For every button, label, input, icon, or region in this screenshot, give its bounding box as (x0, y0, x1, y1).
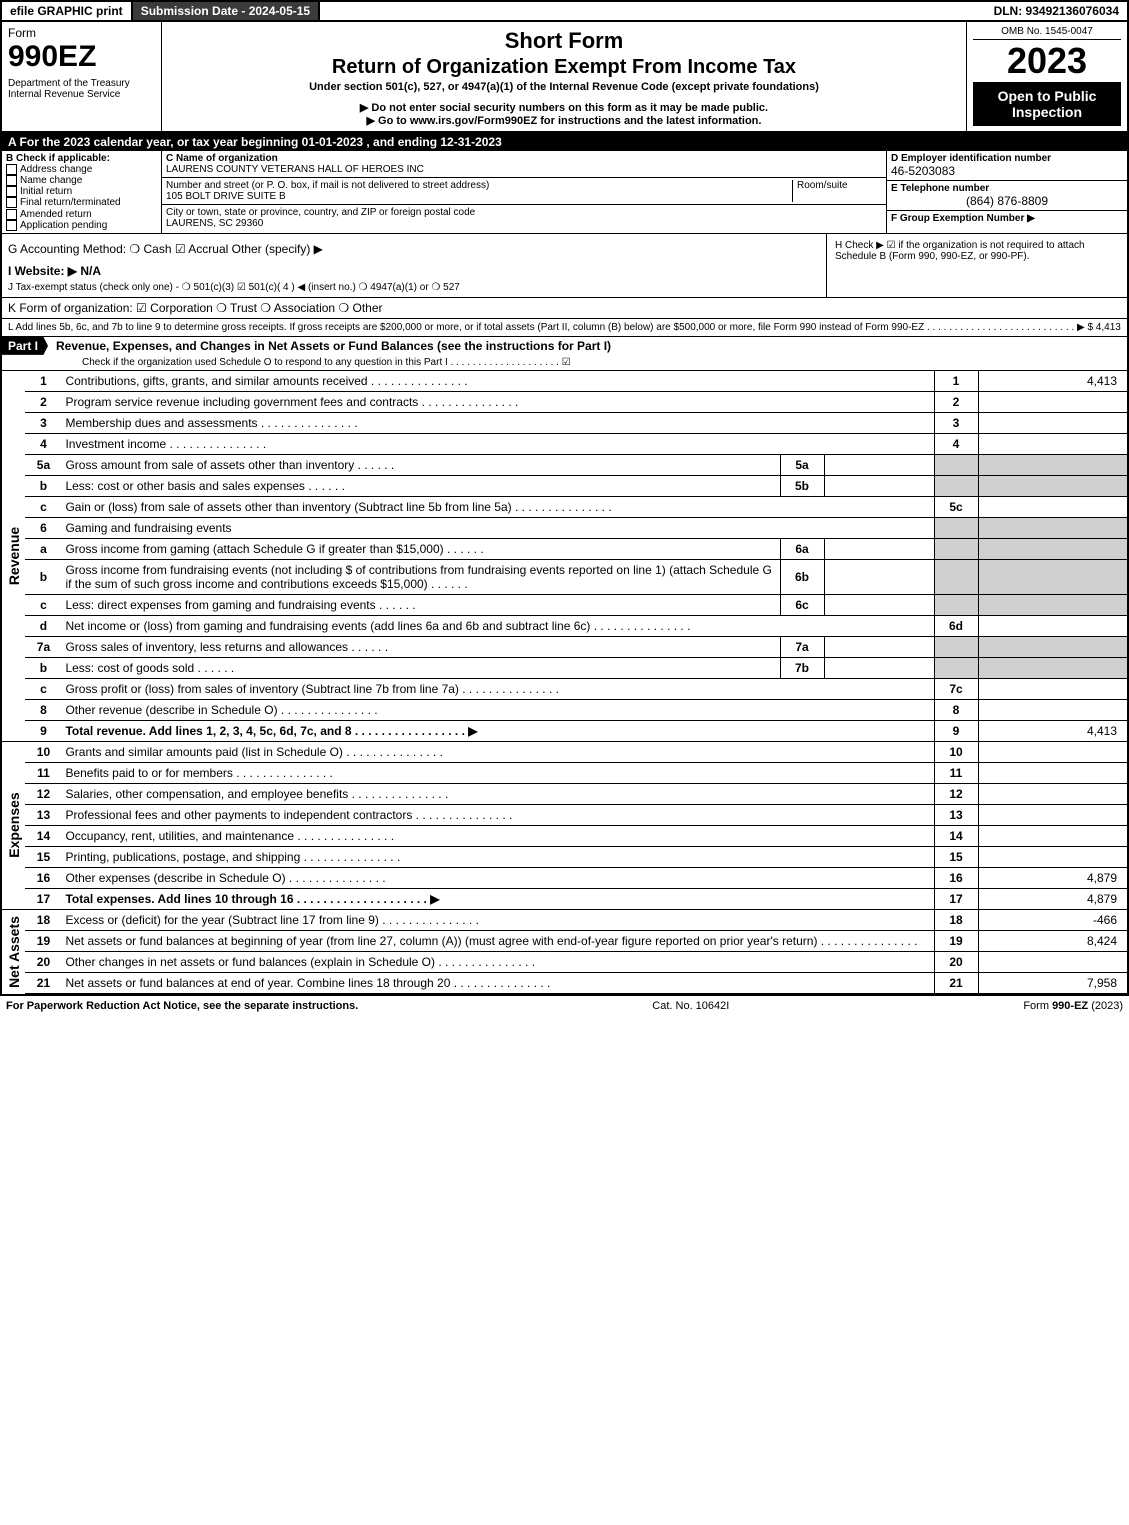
line-11: 11Benefits paid to or for members . . . … (25, 762, 1128, 783)
line-2: 2Program service revenue including gover… (25, 391, 1128, 412)
e-label: E Telephone number (891, 183, 1123, 194)
line-c: cGross profit or (loss) from sales of in… (25, 678, 1128, 699)
ein: 46-5203083 (891, 164, 1123, 178)
phone: (864) 876-8809 (891, 194, 1123, 208)
revenue-side: Revenue (0, 371, 25, 742)
d-label: D Employer identification number (891, 153, 1123, 164)
footer-mid: Cat. No. 10642I (652, 1000, 729, 1012)
ssn-warning: ▶ Do not enter social security numbers o… (168, 101, 960, 114)
line-g: G Accounting Method: ❍ Cash ☑ Accrual Ot… (6, 236, 822, 262)
top-bar: efile GRAPHIC print Submission Date - 20… (0, 0, 1129, 22)
street: 105 BOLT DRIVE SUITE B (166, 191, 792, 202)
checkbox-final-return-terminated[interactable]: Final return/terminated (6, 197, 157, 208)
line-8: 8Other revenue (describe in Schedule O) … (25, 699, 1128, 720)
dept-1: Department of the Treasury (8, 78, 155, 89)
line-17: 17Total expenses. Add lines 10 through 1… (25, 888, 1128, 909)
room-label: Room/suite (792, 180, 882, 202)
short-form-title: Short Form (168, 28, 960, 54)
checkbox-application-pending[interactable]: Application pending (6, 220, 157, 231)
dln: DLN: 93492136076034 (986, 2, 1127, 20)
line-j: J Tax-exempt status (check only one) - ❍… (6, 280, 822, 295)
line-h: H Check ▶ ☑ if the organization is not r… (831, 236, 1123, 266)
f-label: F Group Exemption Number ▶ (891, 213, 1123, 224)
checkbox-name-change[interactable]: Name change (6, 175, 157, 186)
expenses-table: 10Grants and similar amounts paid (list … (25, 742, 1129, 910)
footer-right: Form 990-EZ (2023) (1023, 1000, 1123, 1012)
netassets-table: 18Excess or (deficit) for the year (Subt… (25, 910, 1129, 995)
line-4: 4Investment income . . . . . . . . . . .… (25, 433, 1128, 454)
line-12: 12Salaries, other compensation, and empl… (25, 783, 1128, 804)
form-header: Form 990EZ Department of the Treasury In… (0, 22, 1129, 133)
line-3: 3Membership dues and assessments . . . .… (25, 412, 1128, 433)
efile-label: efile GRAPHIC print (2, 2, 133, 20)
line-6: 6Gaming and fundraising events (25, 517, 1128, 538)
part-1-title: Revenue, Expenses, and Changes in Net As… (56, 339, 611, 353)
line-16: 16Other expenses (describe in Schedule O… (25, 867, 1128, 888)
line-13: 13Professional fees and other payments t… (25, 804, 1128, 825)
checkbox-initial-return[interactable]: Initial return (6, 186, 157, 197)
line-7a: 7aGross sales of inventory, less returns… (25, 636, 1128, 657)
line-18: 18Excess or (deficit) for the year (Subt… (25, 910, 1128, 931)
line-21: 21Net assets or fund balances at end of … (25, 972, 1128, 994)
netassets-side: Net Assets (0, 910, 25, 995)
line-a: A For the 2023 calendar year, or tax yea… (0, 133, 1129, 151)
revenue-table: 1Contributions, gifts, grants, and simil… (25, 371, 1129, 742)
dept-2: Internal Revenue Service (8, 89, 155, 100)
line-c: cGain or (loss) from sale of assets othe… (25, 496, 1128, 517)
line-i: I Website: ▶ N/A (6, 262, 822, 280)
part-1-label: Part I (2, 337, 48, 355)
line-k: K Form of organization: ☑ Corporation ❍ … (2, 298, 1127, 318)
tax-year: 2023 (973, 40, 1121, 82)
street-label: Number and street (or P. O. box, if mail… (166, 180, 792, 191)
line-a: aGross income from gaming (attach Schedu… (25, 538, 1128, 559)
line-19: 19Net assets or fund balances at beginni… (25, 930, 1128, 951)
city-label: City or town, state or province, country… (166, 207, 882, 218)
line-14: 14Occupancy, rent, utilities, and mainte… (25, 825, 1128, 846)
part-1-check: Check if the organization used Schedule … (2, 355, 1127, 370)
org-name: LAURENS COUNTY VETERANS HALL OF HEROES I… (166, 164, 882, 175)
omb-number: OMB No. 1545-0047 (973, 26, 1121, 40)
goto-link[interactable]: ▶ Go to www.irs.gov/Form990EZ for instru… (168, 114, 960, 127)
c-label: C Name of organization (166, 153, 882, 164)
subtitle: Under section 501(c), 527, or 4947(a)(1)… (168, 81, 960, 93)
checkbox-amended-return[interactable]: Amended return (6, 209, 157, 220)
line-15: 15Printing, publications, postage, and s… (25, 846, 1128, 867)
line-b: bLess: cost of goods sold . . . . . .7b (25, 657, 1128, 678)
line-5a: 5aGross amount from sale of assets other… (25, 454, 1128, 475)
page-footer: For Paperwork Reduction Act Notice, see … (0, 995, 1129, 1016)
submission-date: Submission Date - 2024-05-15 (133, 2, 320, 20)
form-number: 990EZ (8, 40, 155, 74)
open-to-public: Open to Public Inspection (973, 82, 1121, 126)
line-20: 20Other changes in net assets or fund ba… (25, 951, 1128, 972)
main-title: Return of Organization Exempt From Incom… (168, 56, 960, 79)
line-d: dNet income or (loss) from gaming and fu… (25, 615, 1128, 636)
form-word: Form (8, 26, 155, 40)
line-9: 9Total revenue. Add lines 1, 2, 3, 4, 5c… (25, 720, 1128, 741)
line-c: cLess: direct expenses from gaming and f… (25, 594, 1128, 615)
section-b-label: B Check if applicable: (6, 153, 157, 164)
city: LAURENS, SC 29360 (166, 218, 882, 229)
footer-left: For Paperwork Reduction Act Notice, see … (6, 1000, 358, 1012)
line-b: bGross income from fundraising events (n… (25, 559, 1128, 594)
line-l: L Add lines 5b, 6c, and 7b to line 9 to … (2, 319, 1127, 336)
checkbox-address-change[interactable]: Address change (6, 164, 157, 175)
line-10: 10Grants and similar amounts paid (list … (25, 742, 1128, 763)
line-b: bLess: cost or other basis and sales exp… (25, 475, 1128, 496)
line-1: 1Contributions, gifts, grants, and simil… (25, 371, 1128, 392)
expenses-side: Expenses (0, 742, 25, 910)
